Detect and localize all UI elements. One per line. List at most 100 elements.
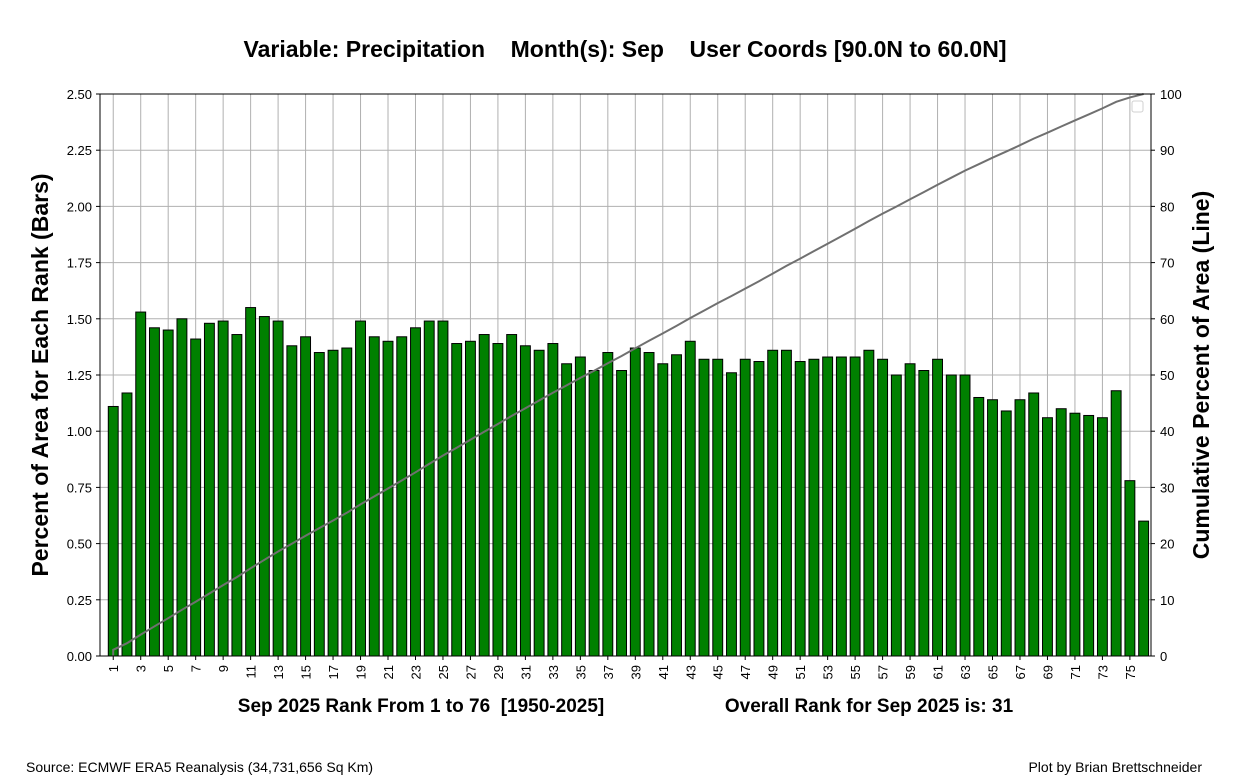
right-tick-label: 80 bbox=[1160, 199, 1174, 214]
left-axis-title: Percent of Area for Each Rank (Bars) bbox=[27, 173, 53, 576]
bar-rank-2 bbox=[121, 392, 133, 657]
x-axis-ticks: 1 3 5 7 9 11 13 15 17 19 21 23 25 27 29 31 33 35 37 39 41 43 4… bbox=[106, 656, 1138, 679]
x-tick-label: 73 bbox=[1095, 665, 1110, 679]
right-tick-label: 10 bbox=[1160, 593, 1174, 608]
credit-caption: Plot by Brian Brettschneider bbox=[1028, 759, 1202, 775]
source-caption: Source: ECMWF ERA5 Reanalysis (34,731,65… bbox=[26, 759, 373, 775]
left-tick-label: 2.00 bbox=[67, 199, 92, 214]
bar-rank-42 bbox=[671, 354, 682, 657]
bar-rank-68 bbox=[1028, 392, 1040, 657]
bar-rank-27 bbox=[464, 340, 476, 657]
left-tick-label: 0.25 bbox=[67, 593, 92, 608]
x-axis-title-rank-range: Sep 2025 Rank From 1 to 76 [1950-2025] bbox=[238, 696, 604, 717]
bar-rank-35 bbox=[574, 356, 586, 657]
x-tick-label: 13 bbox=[271, 665, 286, 679]
bar-rank-65 bbox=[987, 399, 998, 657]
x-tick-label: 21 bbox=[381, 665, 396, 679]
bar-rank-8 bbox=[203, 322, 215, 657]
bar-rank-73 bbox=[1096, 417, 1108, 657]
bar-rank-11 bbox=[245, 307, 257, 657]
left-tick-label: 1.25 bbox=[67, 368, 92, 383]
bar-rank-9 bbox=[217, 320, 229, 657]
x-tick-label: 27 bbox=[463, 665, 478, 679]
bar-rank-50 bbox=[780, 349, 792, 657]
right-tick-label: 60 bbox=[1160, 312, 1174, 327]
bar-rank-67 bbox=[1014, 399, 1026, 657]
bar-rank-43 bbox=[684, 340, 696, 657]
bar-rank-51 bbox=[794, 361, 806, 657]
bar-series bbox=[107, 307, 1150, 657]
bar-rank-45 bbox=[712, 358, 724, 657]
bar-rank-58 bbox=[890, 374, 902, 657]
chart-title: Variable: Precipitation Month(s): Sep Us… bbox=[244, 36, 1007, 62]
x-tick-label: 25 bbox=[436, 665, 451, 679]
x-tick-label: 11 bbox=[244, 665, 259, 679]
x-tick-label: 23 bbox=[408, 665, 423, 679]
x-tick-label: 47 bbox=[738, 665, 753, 679]
left-tick-label: 0.00 bbox=[67, 649, 92, 664]
left-axis-ticks: 0.00 0.25 0.50 0.75 1.00 1.25 1.50 1.75 2.00 2.25… bbox=[67, 87, 100, 664]
right-axis-ticks: 0 10 20 30 40 50 60 70 80 90 100 bbox=[1151, 87, 1182, 664]
left-tick-label: 0.75 bbox=[67, 480, 92, 495]
bar-rank-12 bbox=[258, 316, 270, 657]
bar-rank-5 bbox=[162, 329, 174, 657]
bar-rank-75 bbox=[1124, 480, 1136, 657]
x-tick-label: 41 bbox=[656, 665, 671, 679]
bar-rank-22 bbox=[396, 336, 408, 657]
right-axis-title: Cumulative Percent of Area (Line) bbox=[1188, 191, 1214, 560]
bar-rank-32 bbox=[533, 349, 545, 657]
bar-rank-64 bbox=[973, 396, 985, 657]
right-tick-label: 50 bbox=[1160, 368, 1174, 383]
bar-rank-49 bbox=[767, 349, 779, 657]
bar-rank-6 bbox=[176, 318, 188, 657]
bar-rank-60 bbox=[918, 370, 930, 657]
x-tick-label: 53 bbox=[821, 665, 836, 679]
x-tick-label: 69 bbox=[1040, 665, 1055, 679]
bar-rank-19 bbox=[355, 320, 366, 657]
bar-rank-57 bbox=[877, 358, 889, 657]
bar-rank-26 bbox=[451, 343, 463, 657]
left-tick-label: 2.50 bbox=[67, 87, 92, 102]
x-tick-label: 37 bbox=[601, 665, 616, 679]
x-tick-label: 1 bbox=[106, 665, 121, 672]
x-tick-label: 61 bbox=[931, 665, 946, 679]
bar-rank-13 bbox=[272, 320, 284, 657]
bar-rank-63 bbox=[959, 374, 971, 657]
x-tick-label: 39 bbox=[628, 665, 643, 679]
bar-rank-10 bbox=[231, 334, 243, 657]
bar-rank-52 bbox=[808, 358, 820, 657]
x-tick-label: 51 bbox=[793, 665, 808, 679]
x-tick-label: 7 bbox=[189, 665, 204, 672]
bar-rank-39 bbox=[629, 347, 641, 657]
x-tick-label: 5 bbox=[161, 665, 176, 672]
right-tick-label: 40 bbox=[1160, 424, 1174, 439]
bar-rank-4 bbox=[149, 327, 160, 657]
bar-rank-29 bbox=[492, 343, 504, 657]
bar-rank-54 bbox=[835, 356, 847, 657]
x-tick-label: 71 bbox=[1068, 665, 1083, 679]
bar-rank-66 bbox=[1000, 410, 1012, 657]
x-tick-label: 3 bbox=[134, 665, 149, 672]
bar-rank-24 bbox=[423, 320, 435, 657]
x-tick-label: 31 bbox=[518, 665, 533, 679]
left-tick-label: 1.75 bbox=[67, 256, 92, 271]
bar-rank-34 bbox=[561, 363, 573, 657]
x-tick-label: 49 bbox=[766, 665, 781, 679]
bar-rank-72 bbox=[1083, 414, 1095, 657]
x-tick-label: 29 bbox=[491, 665, 506, 679]
x-tick-label: 19 bbox=[354, 665, 369, 679]
bar-rank-21 bbox=[382, 340, 394, 657]
bar-rank-53 bbox=[822, 356, 834, 657]
left-tick-label: 2.25 bbox=[67, 143, 92, 158]
bar-rank-71 bbox=[1069, 412, 1081, 657]
right-tick-label: 20 bbox=[1160, 537, 1174, 552]
cumulative-percent-line bbox=[112, 93, 1144, 656]
bar-rank-76 bbox=[1138, 520, 1150, 657]
bar-rank-28 bbox=[478, 334, 490, 657]
bar-rank-62 bbox=[945, 374, 957, 657]
x-tick-label: 75 bbox=[1123, 665, 1138, 679]
x-tick-label: 55 bbox=[848, 665, 863, 679]
right-tick-label: 30 bbox=[1160, 480, 1174, 495]
right-tick-label: 70 bbox=[1160, 256, 1174, 271]
bar-rank-59 bbox=[904, 363, 916, 657]
